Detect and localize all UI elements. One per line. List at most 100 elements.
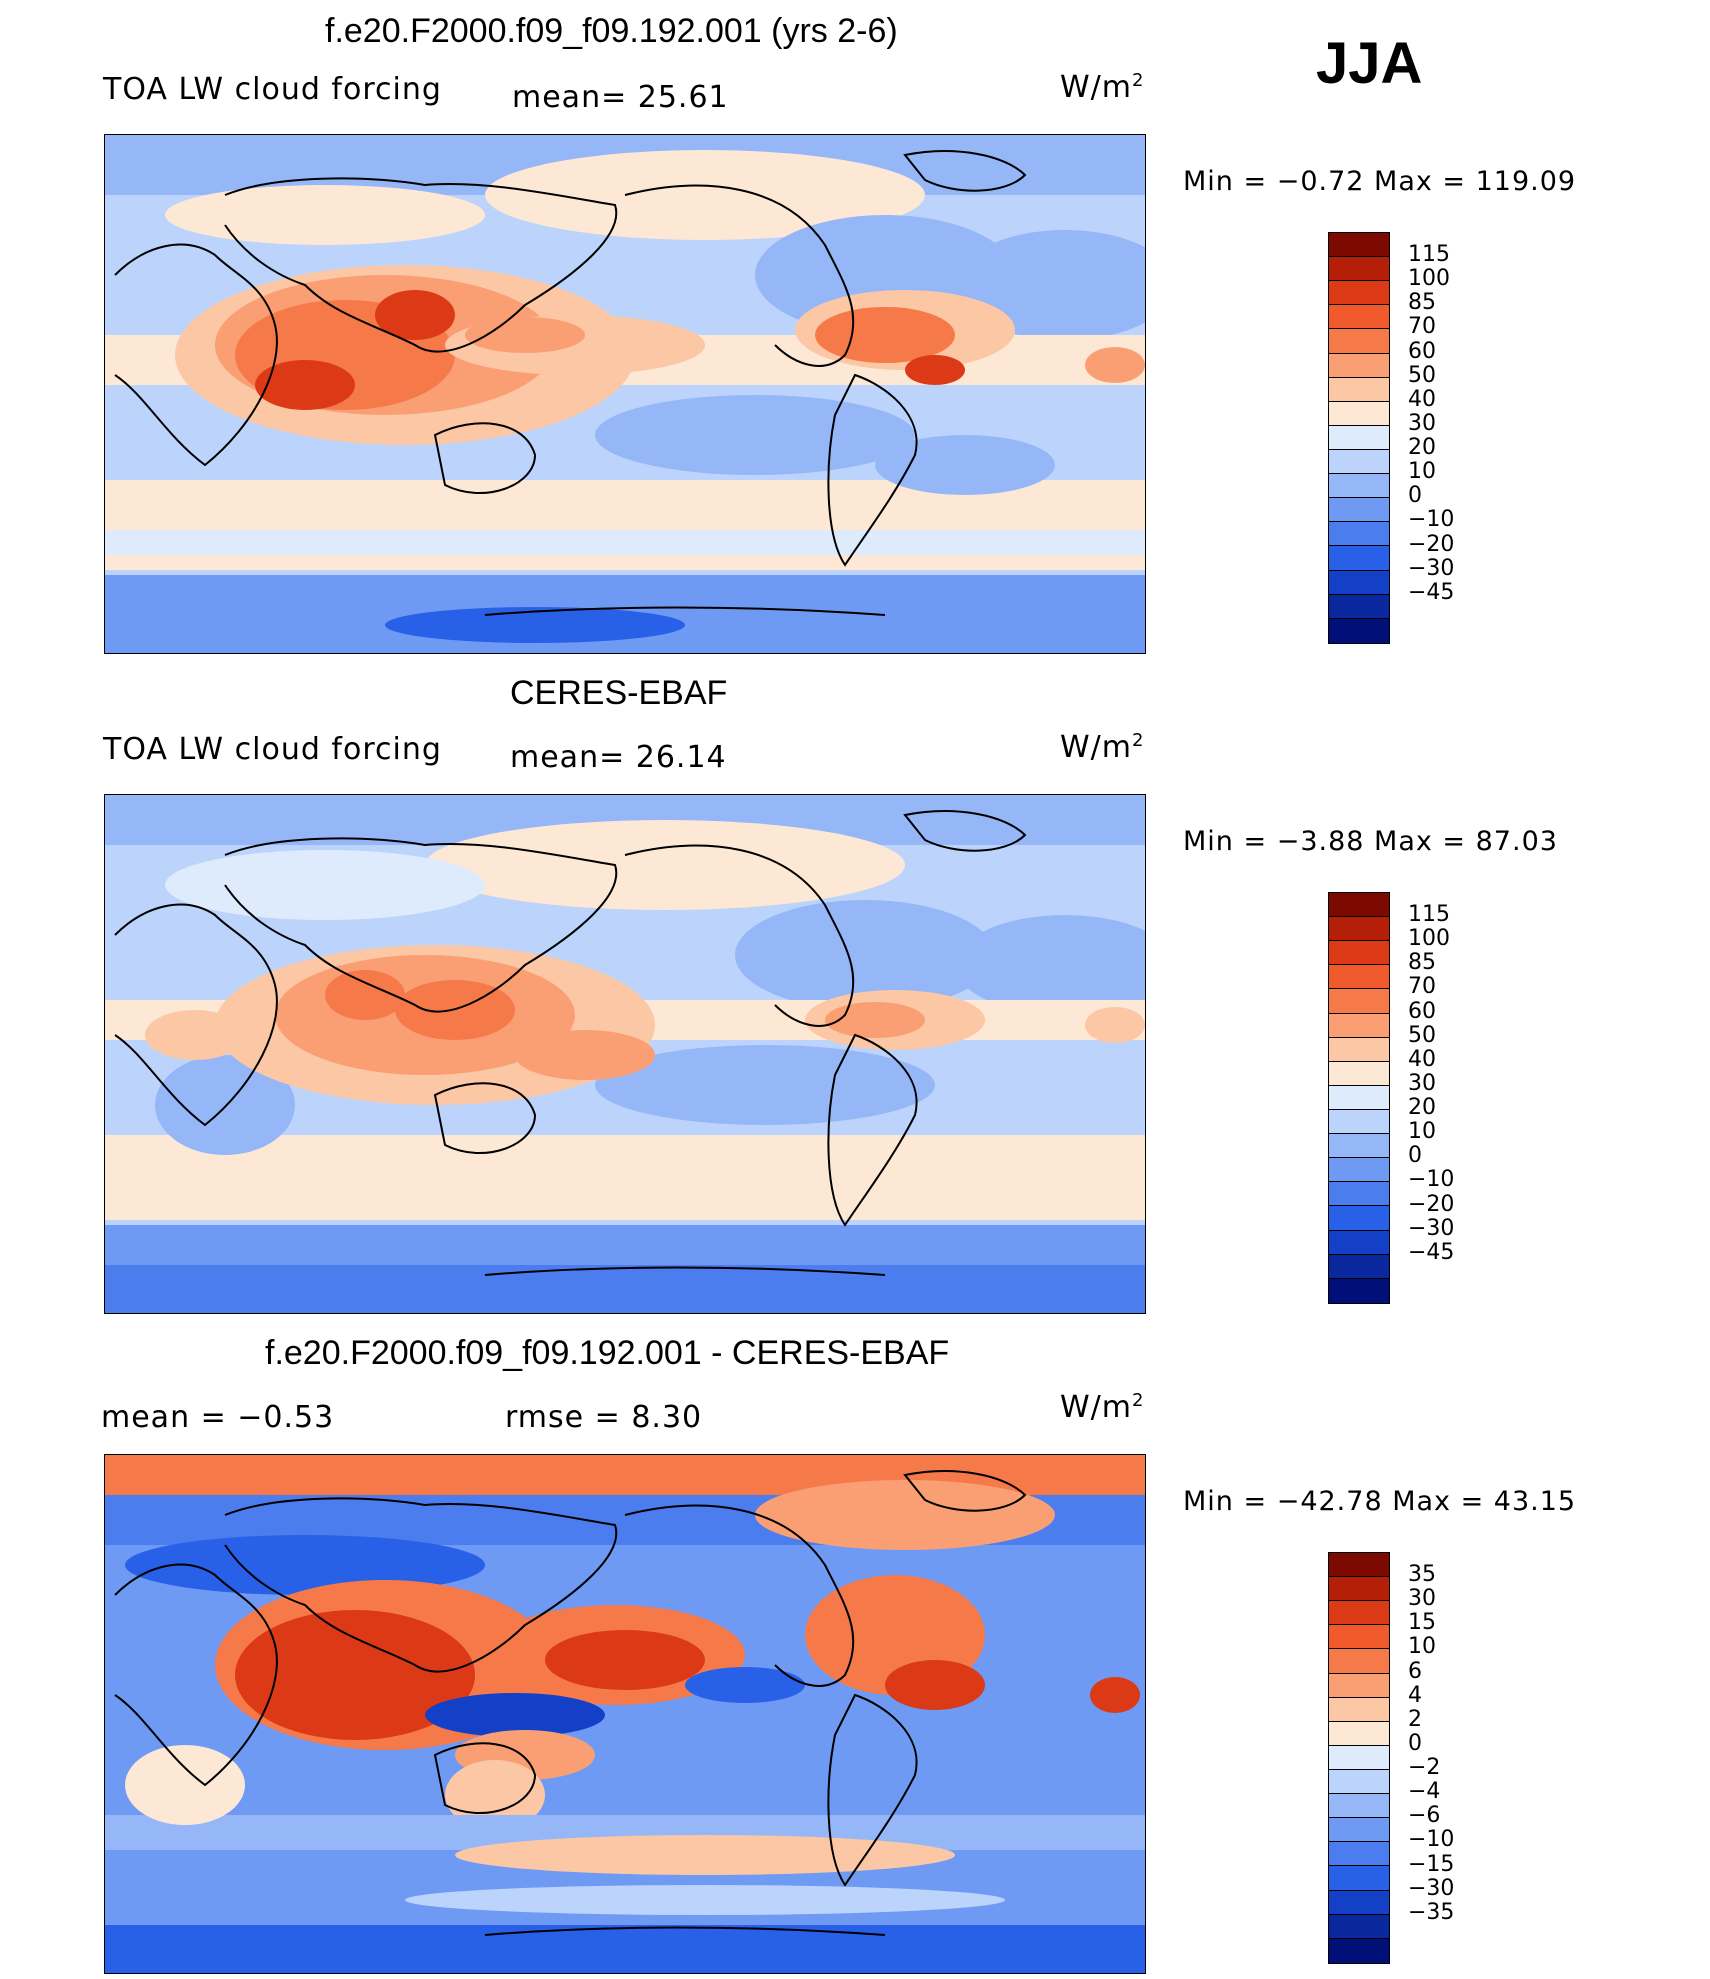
colorbar-tick-label: −15 [1408, 1851, 1455, 1877]
colorbar-swatch [1329, 305, 1389, 330]
colorbar-swatch [1329, 257, 1389, 282]
colorbar-swatch [1329, 941, 1389, 966]
colorbar-tick-label: 0 [1408, 1730, 1422, 1756]
colorbar-tick-label: −20 [1408, 1191, 1455, 1217]
colorbar-obs [1328, 892, 1390, 1304]
colorbar-swatch [1329, 570, 1389, 595]
panel-title: CERES-EBAF [510, 674, 728, 712]
colorbar-swatch [1329, 893, 1389, 918]
colorbar-swatch [1329, 1914, 1389, 1939]
colorbar-difference [1328, 1552, 1390, 1964]
colorbar-swatch [1329, 1158, 1389, 1183]
colorbar-tick-label: 15 [1408, 1610, 1436, 1636]
colorbar-swatch [1329, 1649, 1389, 1674]
colorbar-tick-label: −30 [1408, 1215, 1455, 1241]
colorbar-swatch [1329, 1890, 1389, 1915]
colorbar-swatch [1329, 1769, 1389, 1795]
colorbar-tick-label: 35 [1408, 1562, 1436, 1588]
colorbar-swatch [1329, 377, 1389, 402]
colorbar-tick-label: 115 [1408, 242, 1450, 268]
colorbar-tick-label: −45 [1408, 579, 1455, 605]
colorbar-tick-label: 2 [1408, 1706, 1422, 1732]
season-label: JJA [1316, 31, 1423, 96]
colorbar-swatch [1329, 1697, 1389, 1722]
colorbar-swatch [1329, 1938, 1389, 1963]
colorbar-tick-label: −2 [1408, 1755, 1441, 1781]
colorbar-tick-label: −10 [1408, 1167, 1455, 1193]
colorbar-swatch [1329, 1061, 1389, 1086]
colorbar-swatch [1329, 917, 1389, 942]
colorbar-tick-label: −10 [1408, 507, 1455, 533]
min-max-label: Min = −42.78 Max = 43.15 [1183, 1486, 1577, 1517]
colorbar-swatch [1329, 618, 1389, 643]
min-max-label: Min = −3.88 Max = 87.03 [1183, 826, 1558, 857]
colorbar-tick-label: 10 [1408, 1634, 1436, 1660]
colorbar-tick-label: 50 [1408, 362, 1436, 388]
colorbar-swatch [1329, 1866, 1389, 1891]
colorbar-swatch [1329, 1109, 1389, 1135]
colorbar-swatch [1329, 1745, 1389, 1770]
colorbar-tick-label: 115 [1408, 902, 1450, 928]
colorbar-tick-label: −10 [1408, 1827, 1455, 1853]
colorbar-swatch [1329, 401, 1389, 426]
colorbar-tick-label: 10 [1408, 459, 1436, 485]
colorbar-tick-label: 10 [1408, 1119, 1436, 1145]
colorbar-tick-label: 50 [1408, 1022, 1436, 1048]
colorbar-tick-label: 70 [1408, 314, 1436, 340]
colorbar-tick-label: 60 [1408, 338, 1436, 364]
colorbar-swatch [1329, 1673, 1389, 1698]
min-max-label: Min = −0.72 Max = 119.09 [1183, 166, 1577, 197]
colorbar-tick-label: −45 [1408, 1239, 1455, 1265]
colorbar-swatch [1329, 1818, 1389, 1843]
map-model [104, 134, 1146, 654]
colorbar-tick-label: −30 [1408, 1875, 1455, 1901]
colorbar-tick-label: 60 [1408, 998, 1436, 1024]
colorbar-swatch [1329, 498, 1389, 523]
colorbar-swatch [1329, 546, 1389, 571]
colorbar-tick-label: 20 [1408, 435, 1436, 461]
colorbar-tick-label: 30 [1408, 410, 1436, 436]
colorbar-swatch [1329, 329, 1389, 354]
colorbar-swatch [1329, 1842, 1389, 1867]
colorbar-tick-label: 30 [1408, 1070, 1436, 1096]
colorbar-swatch [1329, 1134, 1389, 1159]
colorbar-swatch [1329, 522, 1389, 547]
colorbar-swatch [1329, 1278, 1389, 1303]
colorbar-swatch [1329, 989, 1389, 1014]
map-obs [104, 794, 1146, 1314]
colorbar-tick-label: −6 [1408, 1803, 1441, 1829]
colorbar-swatch [1329, 1182, 1389, 1207]
units-label: W/m2 [1060, 1390, 1145, 1425]
variable-label: TOA LW cloud forcing [103, 72, 442, 107]
colorbar-swatch [1329, 353, 1389, 378]
colorbar-swatch [1329, 1721, 1389, 1746]
colorbar-tick-label: 100 [1408, 926, 1450, 952]
colorbar-swatch [1329, 594, 1389, 619]
colorbar-tick-label: −4 [1408, 1779, 1441, 1805]
colorbar-tick-label: 85 [1408, 950, 1436, 976]
colorbar-swatch [1329, 449, 1389, 475]
colorbar-swatch [1329, 1625, 1389, 1650]
colorbar-tick-label: 85 [1408, 290, 1436, 316]
units-label: W/m2 [1060, 70, 1145, 105]
units-label: W/m2 [1060, 730, 1145, 765]
panel-title: f.e20.F2000.f09_f09.192.001 - CERES-EBAF [265, 1334, 950, 1372]
colorbar-tick-label: 0 [1408, 483, 1422, 509]
colorbar-swatch [1329, 281, 1389, 306]
colorbar-tick-label: −35 [1408, 1899, 1455, 1925]
variable-label: TOA LW cloud forcing [103, 732, 442, 767]
colorbar-swatch [1329, 1037, 1389, 1062]
colorbar-swatch [1329, 1085, 1389, 1110]
colorbar-tick-label: 4 [1408, 1682, 1422, 1708]
colorbar-tick-label: 40 [1408, 1046, 1436, 1072]
colorbar-swatch [1329, 1013, 1389, 1038]
colorbar-swatch [1329, 233, 1389, 258]
colorbar-tick-label: 70 [1408, 974, 1436, 1000]
colorbar-tick-label: 30 [1408, 1586, 1436, 1612]
colorbar-swatch [1329, 425, 1389, 450]
colorbar-tick-label: −20 [1408, 531, 1455, 557]
colorbar-swatch [1329, 965, 1389, 990]
mean-label: mean= 26.14 [510, 740, 727, 775]
colorbar-swatch [1329, 1601, 1389, 1626]
colorbar-swatch [1329, 474, 1389, 499]
